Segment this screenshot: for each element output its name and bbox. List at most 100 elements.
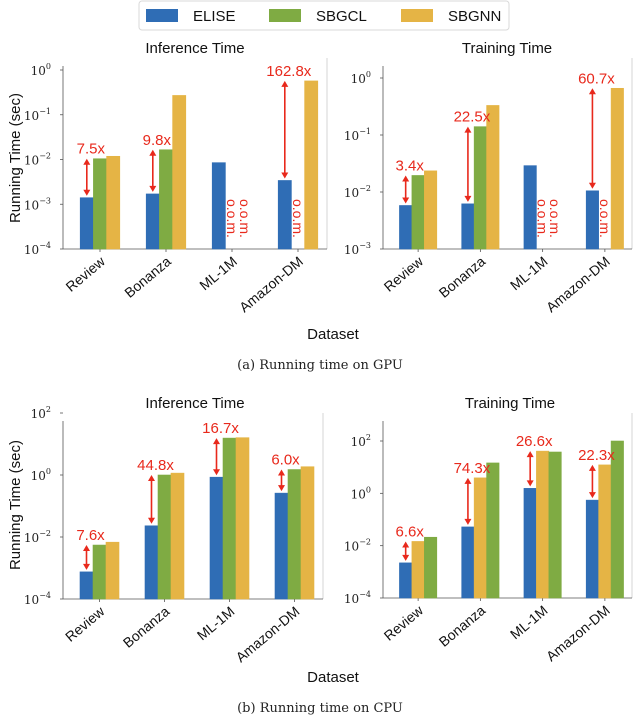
- panel-title: Inference Time: [145, 395, 244, 412]
- y-tick-label: 10−4: [24, 241, 51, 257]
- speedup-label: 7.5x: [77, 141, 106, 158]
- speedup-label: 16.7x: [202, 420, 239, 437]
- speedup-label: 3.4x: [395, 157, 424, 174]
- bar-elise-ml-1m: [209, 476, 224, 600]
- bar-sbgnn-review: [106, 155, 121, 250]
- speedup-label: 6.6x: [395, 523, 424, 540]
- x-tick-label: Amazon-DM: [233, 603, 303, 665]
- oom-label: o.o.m.: [237, 199, 253, 238]
- bar-sbgcl-bonanza: [486, 462, 500, 599]
- x-tick-label: Bonanza: [436, 602, 489, 650]
- speedup-label: 6.0x: [271, 452, 300, 469]
- bar-sbgcl-ml-1m: [222, 437, 237, 600]
- bar-sbgcl-bonanza: [473, 126, 487, 250]
- arrow-head-up: [83, 158, 91, 165]
- arrow-head-up: [281, 80, 289, 87]
- legend-label-sbgcl: SBGCL: [316, 8, 367, 25]
- x-tick-label: Amazon-DM: [543, 602, 613, 664]
- bar-sbgnn-bonanza: [172, 95, 187, 250]
- x-axis-label-cpu: Dataset: [307, 669, 360, 686]
- y-axis-label-gpu: Running Time (sec): [7, 93, 24, 223]
- x-tick-label: ML-1M: [507, 253, 551, 293]
- x-tick-label: Bonanza: [121, 253, 174, 301]
- bar-sbgnn-review: [424, 170, 438, 250]
- bar-sbgcl-review: [92, 544, 107, 600]
- x-tick-label: ML-1M: [507, 602, 551, 642]
- arrow-head-down: [148, 517, 155, 524]
- y-tick-label: 10−4: [344, 590, 371, 606]
- x-tick-label: Amazon-DM: [543, 253, 613, 315]
- arrow-head-up: [588, 88, 596, 95]
- x-tick-label: Review: [381, 252, 427, 294]
- bar-elise-bonanza: [461, 526, 475, 599]
- arrow-head-down: [278, 485, 285, 492]
- y-tick-label: 10−2: [344, 538, 371, 554]
- y-tick-label: 100: [351, 70, 371, 86]
- bar-sbgnn-amazon-dm: [598, 464, 612, 599]
- y-tick-label: 10−2: [24, 529, 51, 545]
- oom-label: o.o.m.: [597, 199, 613, 238]
- bar-elise-ml-1m: [523, 165, 537, 250]
- legend: ELISE SBGCL SBGNN: [138, 0, 510, 31]
- y-tick-label: 102: [351, 433, 371, 449]
- arrow-head-up: [148, 475, 155, 481]
- bar-elise-amazon-dm: [585, 499, 599, 599]
- arrow-head-down: [83, 563, 90, 570]
- arrow-head-down: [281, 172, 289, 179]
- x-tick-label: Review: [62, 252, 108, 294]
- y-tick-label: 10−3: [344, 241, 371, 257]
- x-tick-label: ML-1M: [194, 603, 238, 643]
- arrow-head-up: [464, 126, 472, 133]
- legend-frame: [138, 0, 510, 31]
- speedup-label: 74.3x: [454, 460, 491, 477]
- oom-label: o.o.m.: [535, 199, 551, 238]
- arrow-head-up: [213, 438, 220, 445]
- x-tick-label: Bonanza: [120, 603, 173, 651]
- y-tick-label: 10−3: [24, 196, 51, 212]
- x-tick-label: Amazon-DM: [236, 253, 306, 315]
- bar-sbgnn-ml-1m: [235, 437, 250, 600]
- panel-title: Training Time: [462, 40, 552, 57]
- legend-label-sbgnn: SBGNN: [448, 8, 501, 25]
- caption-cpu: (b) Running time on CPU: [237, 701, 403, 716]
- x-tick-label: Review: [381, 601, 427, 643]
- bar-elise-review: [399, 205, 413, 250]
- bar-elise-review: [79, 197, 94, 250]
- bar-elise-ml-1m: [211, 162, 226, 250]
- panel-cpu-inference: Inference Time 10−4 10−2 100 102 Review Bonanz…: [24, 395, 324, 665]
- arrow-head-down: [464, 518, 472, 525]
- arrow-head-down: [213, 469, 220, 476]
- arrow-head-down: [464, 195, 472, 202]
- bar-sbgcl-review: [411, 175, 425, 250]
- y-tick-label: 100: [351, 485, 371, 501]
- oom-label: o.o.m.: [290, 199, 306, 238]
- y-tick-label: 10−4: [24, 591, 51, 607]
- bar-sbgnn-review: [105, 541, 120, 600]
- speedup-label: 162.8x: [266, 63, 312, 80]
- bar-elise-bonanza: [145, 193, 160, 250]
- arrow-head-up: [402, 175, 410, 182]
- oom-label: o.o.m.: [547, 199, 563, 238]
- arrow-head-up: [149, 149, 157, 156]
- panel-cpu-training: Training Time 10−4 10−2 100 102 Review Bonanza…: [344, 395, 633, 664]
- bar-sbgnn-amazon-dm: [610, 87, 624, 250]
- bar-elise-bonanza: [144, 525, 159, 600]
- bar-elise-bonanza: [461, 203, 475, 250]
- speedup-label: 26.6x: [516, 433, 553, 450]
- x-tick-label: ML-1M: [196, 253, 240, 293]
- bar-sbgnn-bonanza: [170, 472, 185, 600]
- bar-sbgnn-amazon-dm: [300, 466, 315, 600]
- arrow-head-down: [588, 492, 596, 499]
- speedup-label: 22.5x: [454, 109, 491, 126]
- x-tick-label: Review: [62, 602, 108, 644]
- caption-gpu: (a) Running time on GPU: [237, 358, 403, 373]
- arrow-head-down: [83, 189, 91, 196]
- y-tick-label: 10−2: [24, 152, 51, 168]
- oom-label: o.o.m.: [224, 199, 240, 238]
- bar-sbgcl-bonanza: [159, 149, 173, 250]
- arrow-head-up: [526, 451, 534, 458]
- bar-sbgnn-ml-1m: [536, 450, 550, 599]
- bar-sbgcl-review: [93, 158, 107, 250]
- bar-sbgnn-bonanza: [473, 477, 487, 599]
